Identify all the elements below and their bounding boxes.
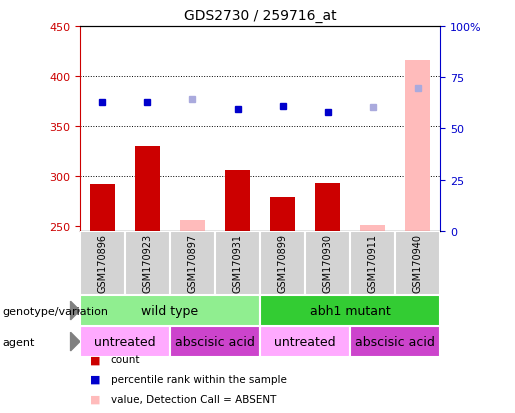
Text: abscisic acid: abscisic acid [175, 335, 255, 348]
FancyBboxPatch shape [350, 231, 396, 295]
FancyBboxPatch shape [80, 326, 170, 357]
Bar [270, 197, 295, 231]
FancyBboxPatch shape [125, 231, 170, 295]
Text: GSM170931: GSM170931 [233, 234, 243, 293]
Text: GSM170899: GSM170899 [278, 234, 287, 293]
Bar [180, 220, 205, 231]
FancyBboxPatch shape [80, 295, 260, 326]
Title: GDS2730 / 259716_at: GDS2730 / 259716_at [184, 9, 336, 23]
Bar [360, 225, 385, 231]
Text: agent: agent [3, 337, 35, 347]
Bar [405, 61, 430, 231]
Text: abh1 mutant: abh1 mutant [310, 304, 390, 317]
Text: percentile rank within the sample: percentile rank within the sample [111, 374, 287, 384]
Text: ■: ■ [90, 354, 100, 364]
Polygon shape [71, 332, 80, 351]
FancyBboxPatch shape [80, 231, 125, 295]
Polygon shape [71, 301, 80, 320]
Text: GSM170911: GSM170911 [368, 234, 377, 293]
Text: ■: ■ [90, 374, 100, 384]
Text: untreated: untreated [274, 335, 336, 348]
FancyBboxPatch shape [260, 231, 305, 295]
Text: GSM170896: GSM170896 [97, 234, 107, 293]
Bar [225, 171, 250, 231]
FancyBboxPatch shape [396, 231, 440, 295]
Text: untreated: untreated [94, 335, 156, 348]
Text: wild type: wild type [142, 304, 198, 317]
Bar [90, 185, 115, 231]
Bar [135, 147, 160, 231]
Text: GSM170897: GSM170897 [187, 234, 197, 293]
Text: value, Detection Call = ABSENT: value, Detection Call = ABSENT [111, 394, 276, 404]
FancyBboxPatch shape [260, 326, 350, 357]
FancyBboxPatch shape [215, 231, 260, 295]
FancyBboxPatch shape [260, 295, 440, 326]
FancyBboxPatch shape [170, 231, 215, 295]
Text: abscisic acid: abscisic acid [355, 335, 435, 348]
FancyBboxPatch shape [305, 231, 350, 295]
Text: GSM170930: GSM170930 [323, 234, 333, 293]
Text: ■: ■ [90, 394, 100, 404]
Bar [315, 183, 340, 231]
Text: count: count [111, 354, 140, 364]
Text: GSM170923: GSM170923 [143, 234, 152, 293]
FancyBboxPatch shape [350, 326, 440, 357]
Text: GSM170940: GSM170940 [413, 234, 423, 293]
FancyBboxPatch shape [170, 326, 260, 357]
Text: genotype/variation: genotype/variation [3, 306, 109, 316]
